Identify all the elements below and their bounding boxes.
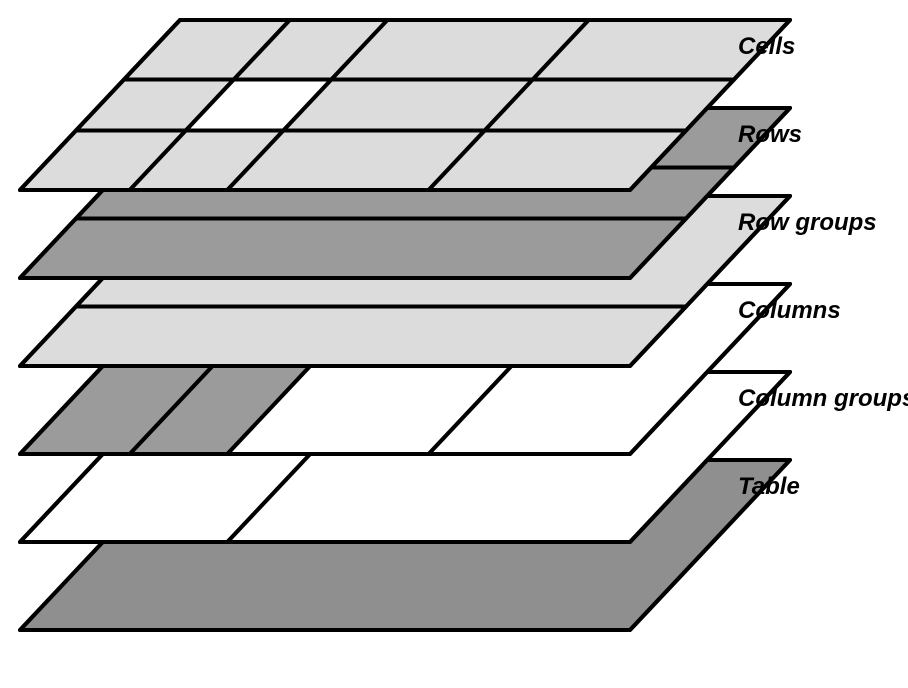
layer-row_groups-cell: [20, 307, 686, 367]
label-table: Table: [738, 473, 800, 500]
label-columns: Columns: [738, 297, 841, 324]
label-rows: Rows: [738, 121, 802, 148]
table-layers-diagram: Table Column groups Columns Row groups Rows C…: [0, 0, 908, 688]
label-cells: Cells: [738, 33, 795, 60]
label-column_groups: Column groups: [738, 385, 908, 412]
layer-rows-cell: [20, 219, 686, 279]
label-row_groups: Row groups: [738, 209, 877, 236]
